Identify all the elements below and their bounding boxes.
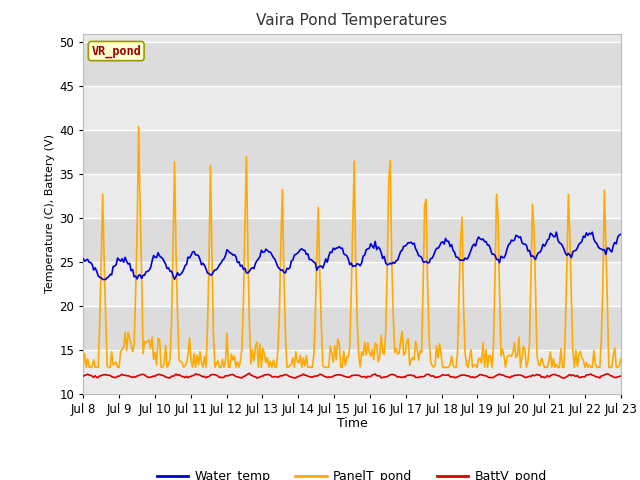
BattV_pond <box>268 374 276 380</box>
Water_temp <box>268 252 276 258</box>
Water_temp <box>99 276 106 282</box>
Bar <box>83 218 621 262</box>
Bar <box>83 174 621 218</box>
BattV_pond <box>79 373 87 379</box>
PanelT_pond <box>269 357 277 363</box>
Line: Water_temp: Water_temp <box>83 232 621 279</box>
BattV_pond <box>145 374 153 380</box>
Y-axis label: Temperature (C), Battery (V): Temperature (C), Battery (V) <box>45 134 55 293</box>
PanelT_pond <box>83 364 90 370</box>
Water_temp <box>147 265 154 271</box>
BattV_pond <box>590 372 598 378</box>
BattV_pond <box>316 372 324 377</box>
BattV_pond <box>560 375 568 381</box>
Text: VR_pond: VR_pond <box>92 44 141 58</box>
Water_temp <box>316 264 324 269</box>
Bar <box>83 42 621 86</box>
BattV_pond <box>246 371 253 376</box>
Water_temp <box>617 231 625 237</box>
BattV_pond <box>239 373 247 379</box>
PanelT_pond <box>79 363 87 369</box>
Line: BattV_pond: BattV_pond <box>83 373 621 378</box>
Water_temp <box>79 256 87 262</box>
PanelT_pond <box>617 356 625 362</box>
PanelT_pond <box>590 348 598 353</box>
Water_temp <box>241 265 249 271</box>
Bar <box>83 306 621 350</box>
Legend: Water_temp, PanelT_pond, BattV_pond: Water_temp, PanelT_pond, BattV_pond <box>152 465 552 480</box>
BattV_pond <box>259 373 267 379</box>
X-axis label: Time: Time <box>337 417 367 430</box>
Bar <box>83 350 621 394</box>
PanelT_pond <box>260 351 268 357</box>
Bar <box>83 262 621 306</box>
PanelT_pond <box>148 334 156 340</box>
Water_temp <box>259 250 267 255</box>
Bar <box>83 130 621 174</box>
Line: PanelT_pond: PanelT_pond <box>83 127 621 367</box>
Bar <box>83 86 621 130</box>
Title: Vaira Pond Temperatures: Vaira Pond Temperatures <box>257 13 447 28</box>
PanelT_pond <box>135 124 143 130</box>
Water_temp <box>552 229 560 235</box>
BattV_pond <box>617 373 625 379</box>
PanelT_pond <box>243 154 250 160</box>
PanelT_pond <box>317 321 325 327</box>
Water_temp <box>590 236 598 242</box>
